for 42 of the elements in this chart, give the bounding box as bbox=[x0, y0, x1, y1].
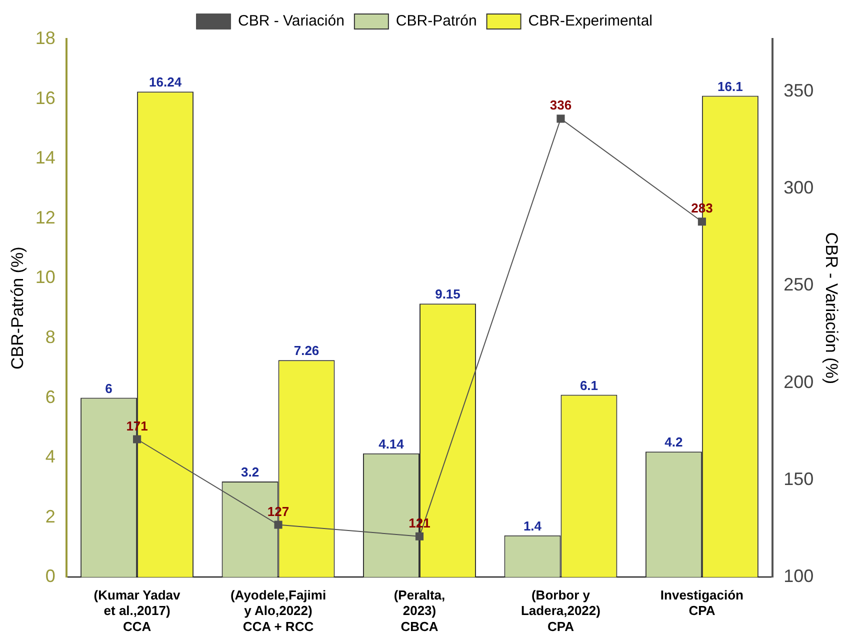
point bbox=[415, 532, 424, 540]
y-tick-label: 16 bbox=[35, 88, 56, 108]
y-tick-label: 10 bbox=[35, 267, 56, 288]
y-tick-label: 2 bbox=[45, 506, 56, 526]
y2-axis-title: CBR - Variación (%) bbox=[822, 232, 842, 384]
y-axis-title: CBR-Patrón (%) bbox=[8, 246, 27, 370]
y2-tick-label: 300 bbox=[784, 178, 814, 198]
y-tick-label: 8 bbox=[45, 326, 56, 347]
y2-tick-label: 250 bbox=[784, 274, 814, 295]
point bbox=[274, 520, 282, 529]
data-label: 4.2 bbox=[664, 434, 683, 450]
legend-label: CBR-Experimental bbox=[528, 12, 653, 30]
data-label: 6.1 bbox=[580, 378, 598, 393]
y-tick-label: 14 bbox=[35, 148, 56, 168]
point bbox=[698, 218, 706, 226]
y-tick-label: 12 bbox=[35, 207, 56, 228]
data-label: 6 bbox=[105, 380, 112, 396]
data-label: 7.26 bbox=[294, 343, 320, 358]
point bbox=[133, 435, 142, 444]
data-label: 16.24 bbox=[149, 74, 182, 90]
legend-label: CBR - Variación bbox=[238, 12, 344, 30]
x-tick-label: (Ayodele,Fajimi y Alo,2022) CCA + RCC bbox=[230, 588, 326, 634]
data-label: 4.14 bbox=[378, 436, 405, 452]
legend-label: CBR-Patrón bbox=[396, 12, 477, 30]
x-tick-label: Investigación CPA bbox=[660, 588, 744, 618]
data-label: 9.15 bbox=[435, 286, 460, 302]
y-tick-label: 18 bbox=[35, 28, 56, 48]
data-label: 16.1 bbox=[718, 78, 743, 94]
y2-tick-label: 150 bbox=[784, 469, 814, 490]
x-tick-label: (Borbor y Ladera,2022) CPA bbox=[520, 588, 600, 634]
x-tick-label: (Peralta, 2023) CBCA bbox=[394, 588, 446, 634]
y2-tick-label: 200 bbox=[784, 372, 814, 392]
data-label: 3.2 bbox=[240, 464, 260, 480]
point bbox=[556, 114, 565, 123]
data-label: 1.4 bbox=[523, 518, 542, 534]
y2-tick-label: 350 bbox=[784, 80, 814, 100]
y-tick-label: 4 bbox=[45, 446, 56, 467]
y-tick-label: 6 bbox=[45, 386, 56, 407]
y2-tick-label: 100 bbox=[784, 566, 814, 586]
y-tick-label: 0 bbox=[45, 566, 56, 586]
x-tick-label: (Kumar Yadav et al.,2017) CCA bbox=[94, 588, 182, 634]
data-label: 336 bbox=[550, 98, 572, 113]
